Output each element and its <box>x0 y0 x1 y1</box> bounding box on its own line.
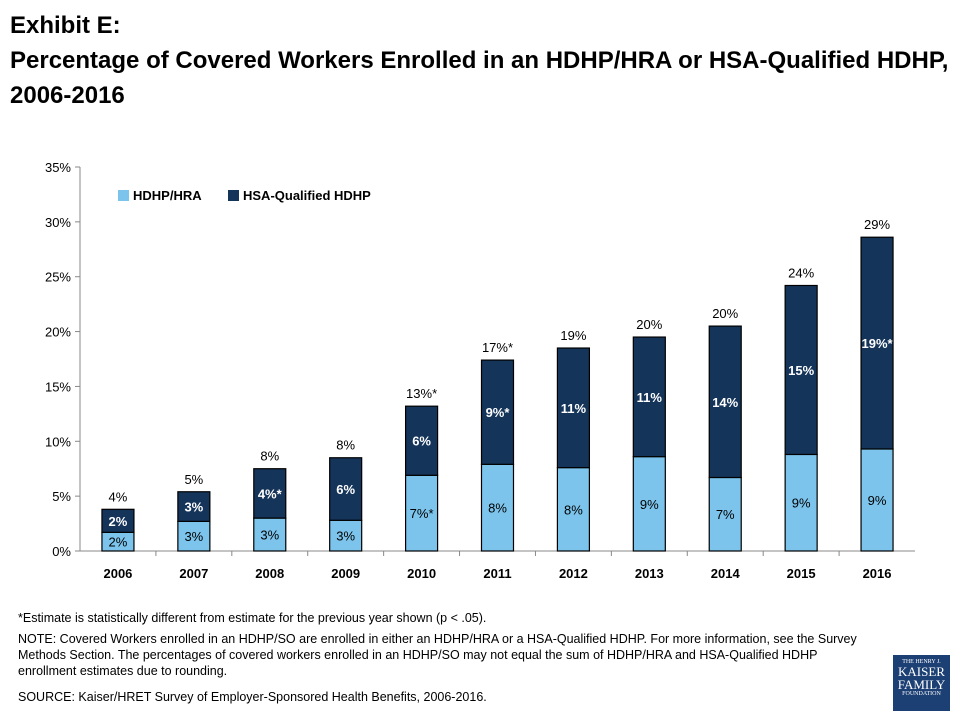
source: SOURCE: Kaiser/HRET Survey of Employer-S… <box>18 690 487 704</box>
y-tick-label: 20% <box>45 325 71 340</box>
data-label: 8% <box>564 502 583 517</box>
total-label: 8% <box>260 449 279 464</box>
data-label: 15% <box>788 363 814 378</box>
data-label: 3% <box>184 500 203 515</box>
legend-label: HSA-Qualified HDHP <box>243 188 371 203</box>
data-label: 3% <box>336 529 355 544</box>
bar-hsa <box>253 468 287 519</box>
bar-hra <box>329 519 363 552</box>
chart-title: Exhibit E: Percentage of Covered Workers… <box>10 8 950 113</box>
bar-hsa <box>784 284 818 456</box>
x-tick-label: 2009 <box>331 566 360 581</box>
bar-hsa <box>329 457 363 521</box>
total-label: 20% <box>636 317 662 332</box>
bar-hra <box>556 467 591 552</box>
exhibit-label: Exhibit E: <box>10 12 121 39</box>
bar-hsa <box>404 405 439 476</box>
y-tick-label: 0% <box>52 544 71 559</box>
bar-hra <box>708 476 742 552</box>
y-tick-label: 30% <box>45 215 71 230</box>
x-tick-label: 2006 <box>103 566 132 581</box>
total-label: 29% <box>864 217 890 232</box>
total-label: 4% <box>109 489 128 504</box>
data-label: 7%* <box>410 506 434 521</box>
data-label: 11% <box>561 401 587 416</box>
note: NOTE: Covered Workers enrolled in an HDH… <box>18 632 857 678</box>
legend-swatch <box>118 190 129 201</box>
y-tick-label: 15% <box>45 379 71 394</box>
bar-hra <box>632 456 666 552</box>
x-tick-label: 2016 <box>863 566 892 581</box>
stacked-bar-chart: 0% 5% 10% 15% 20% 25% 30% 35% 2006 2% 2% 4% 2007 3% 3%… <box>45 160 915 581</box>
data-label: 19%* <box>862 336 894 351</box>
y-tick-label: 5% <box>52 489 71 504</box>
total-label: 17%* <box>482 340 513 355</box>
bar-hsa <box>480 359 515 465</box>
total-label: 24% <box>788 265 814 280</box>
data-label: 6% <box>412 434 431 449</box>
x-tick-label: 2010 <box>407 566 436 581</box>
legend-label: HDHP/HRA <box>133 188 202 203</box>
bar-hsa <box>860 236 894 450</box>
data-label: 9%* <box>486 405 511 420</box>
data-label: 14% <box>712 395 738 410</box>
total-label: 19% <box>560 328 586 343</box>
total-label: 8% <box>336 438 355 453</box>
total-label: 5% <box>184 472 203 487</box>
bar-hsa <box>708 325 742 479</box>
data-label: 11% <box>637 390 663 405</box>
x-tick-label: 2014 <box>711 566 741 581</box>
bar-hsa <box>556 347 591 469</box>
data-label: 3% <box>184 529 203 544</box>
data-label: 2% <box>109 514 128 529</box>
bar-hsa <box>177 491 211 522</box>
data-label: 3% <box>260 528 279 543</box>
title-text: Percentage of Covered Workers Enrolled i… <box>10 47 949 109</box>
data-label: 8% <box>488 501 507 516</box>
legend-swatch <box>228 190 239 201</box>
data-label: 6% <box>336 482 355 497</box>
bar-hsa <box>632 336 666 458</box>
y-tick-label: 35% <box>45 160 71 175</box>
total-label: 20% <box>712 306 738 321</box>
bar-hra <box>480 463 515 552</box>
bar-hra <box>404 474 439 552</box>
total-label: 13%* <box>406 386 437 401</box>
data-label: 9% <box>868 493 887 508</box>
x-tick-label: 2008 <box>255 566 284 581</box>
y-tick-label: 25% <box>45 270 71 285</box>
data-label: 9% <box>792 496 811 511</box>
x-tick-label: 2015 <box>787 566 816 581</box>
data-label: 4%* <box>258 486 283 501</box>
bar-hra <box>177 520 211 552</box>
kff-logo: THE HENRY J. KAISER FAMILY FOUNDATION <box>893 655 950 711</box>
x-tick-label: 2013 <box>635 566 664 581</box>
data-label: 9% <box>640 497 659 512</box>
x-tick-label: 2007 <box>179 566 208 581</box>
data-label: 2% <box>109 535 128 550</box>
footnote: *Estimate is statistically different fro… <box>18 611 487 625</box>
bar-hra <box>860 448 894 552</box>
bar-hra <box>253 517 287 552</box>
x-tick-label: 2012 <box>559 566 588 581</box>
y-tick-label: 10% <box>45 434 71 449</box>
bar-hra <box>784 453 818 552</box>
bar-hsa <box>101 508 135 533</box>
data-label: 7% <box>716 507 735 522</box>
x-tick-label: 2011 <box>483 566 511 581</box>
